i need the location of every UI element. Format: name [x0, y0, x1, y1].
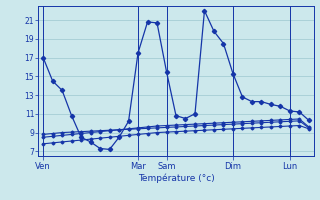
X-axis label: Température (°c): Température (°c) [138, 173, 214, 183]
